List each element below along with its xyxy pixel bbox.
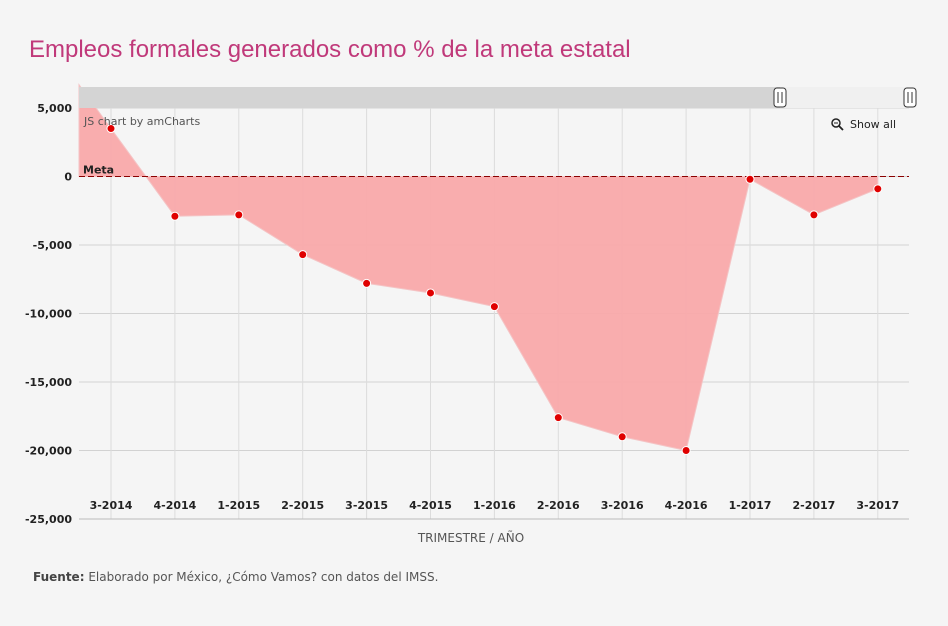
scrollbar-selection[interactable] [780,87,909,108]
y-tick-label: 0 [64,171,72,184]
scrollbar-track[interactable] [79,87,909,108]
x-tick-label: 2-2016 [537,499,580,512]
x-tick-label: 4-2014 [153,499,196,512]
y-tick-label: -10,000 [25,308,72,321]
x-tick-label: 1-2016 [473,499,516,512]
x-tick-label: 2-2017 [792,499,835,512]
data-point [170,211,180,221]
x-tick-label: 1-2015 [217,499,260,512]
y-tick-label: -25,000 [25,513,72,526]
footer-text: Elaborado por México, ¿Cómo Vamos? con d… [84,570,439,584]
scrollbar-left-grip[interactable] [773,87,787,108]
x-axis-title: TRIMESTRE / AÑO [417,530,524,545]
data-point [809,210,819,220]
footer-source: Fuente: Elaborado por México, ¿Cómo Vamo… [33,570,438,584]
data-point [426,288,435,298]
scrollbar[interactable] [79,87,917,108]
x-tick-label: 2-2015 [281,499,324,512]
data-point [873,184,883,194]
x-tick-label: 4-2016 [665,499,708,512]
data-point [489,302,499,312]
x-tick-label: 3-2015 [345,499,388,512]
x-tick-label: 3-2016 [601,499,644,512]
data-point [681,446,691,455]
x-tick-label: 1-2017 [729,499,772,512]
y-tick-label: -20,000 [25,445,72,458]
data-point [553,413,563,423]
zoom-icon [831,118,844,131]
data-point [362,278,372,288]
axes: 5,000 0 -5,000 -10,000 -15,000 -20,000 -25,000… [25,102,909,526]
credit-label[interactable]: JS chart by amCharts [83,115,200,128]
data-point [298,250,308,260]
data-markers [106,124,883,455]
footer-label: Fuente: [33,570,85,584]
chart-title: Empleos formales generados como % de la … [29,36,631,63]
grid [79,107,909,520]
data-point [745,174,755,184]
scrollbar-right-grip[interactable] [903,87,917,108]
show-all-button[interactable]: Show all [831,118,896,131]
y-tick-label: -5,000 [33,239,73,252]
area-series [78,83,879,452]
x-tick-label: 3-2017 [856,499,899,512]
area-fill [78,83,879,452]
data-point [617,432,627,442]
meta-label: Meta [83,164,114,177]
data-point [106,124,116,134]
x-tick-label: 4-2015 [409,499,452,512]
y-tick-label: 5,000 [37,102,72,115]
show-all-label: Show all [850,118,896,131]
y-tick-label: -15,000 [25,376,72,389]
meta-reference: Meta [79,164,909,177]
x-tick-label: 3-2014 [90,499,133,512]
data-point [234,210,244,220]
